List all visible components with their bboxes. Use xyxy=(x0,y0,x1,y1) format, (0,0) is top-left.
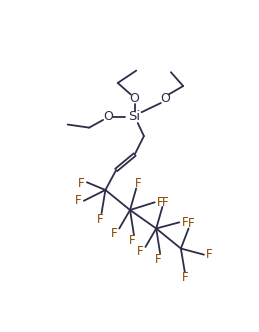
Text: F: F xyxy=(75,194,82,207)
Text: Si: Si xyxy=(129,110,141,124)
Text: F: F xyxy=(129,234,136,247)
Text: F: F xyxy=(135,177,142,190)
Text: F: F xyxy=(206,248,213,261)
Text: F: F xyxy=(181,271,188,284)
Text: F: F xyxy=(188,217,195,230)
Text: F: F xyxy=(157,196,163,209)
Text: F: F xyxy=(155,253,162,266)
Text: F: F xyxy=(161,196,168,209)
Text: F: F xyxy=(97,213,103,226)
Text: F: F xyxy=(78,177,85,190)
Text: O: O xyxy=(103,110,113,124)
Text: F: F xyxy=(181,216,188,229)
Text: F: F xyxy=(111,227,117,240)
Text: O: O xyxy=(160,92,170,105)
Text: O: O xyxy=(130,92,140,105)
Text: F: F xyxy=(137,245,143,258)
